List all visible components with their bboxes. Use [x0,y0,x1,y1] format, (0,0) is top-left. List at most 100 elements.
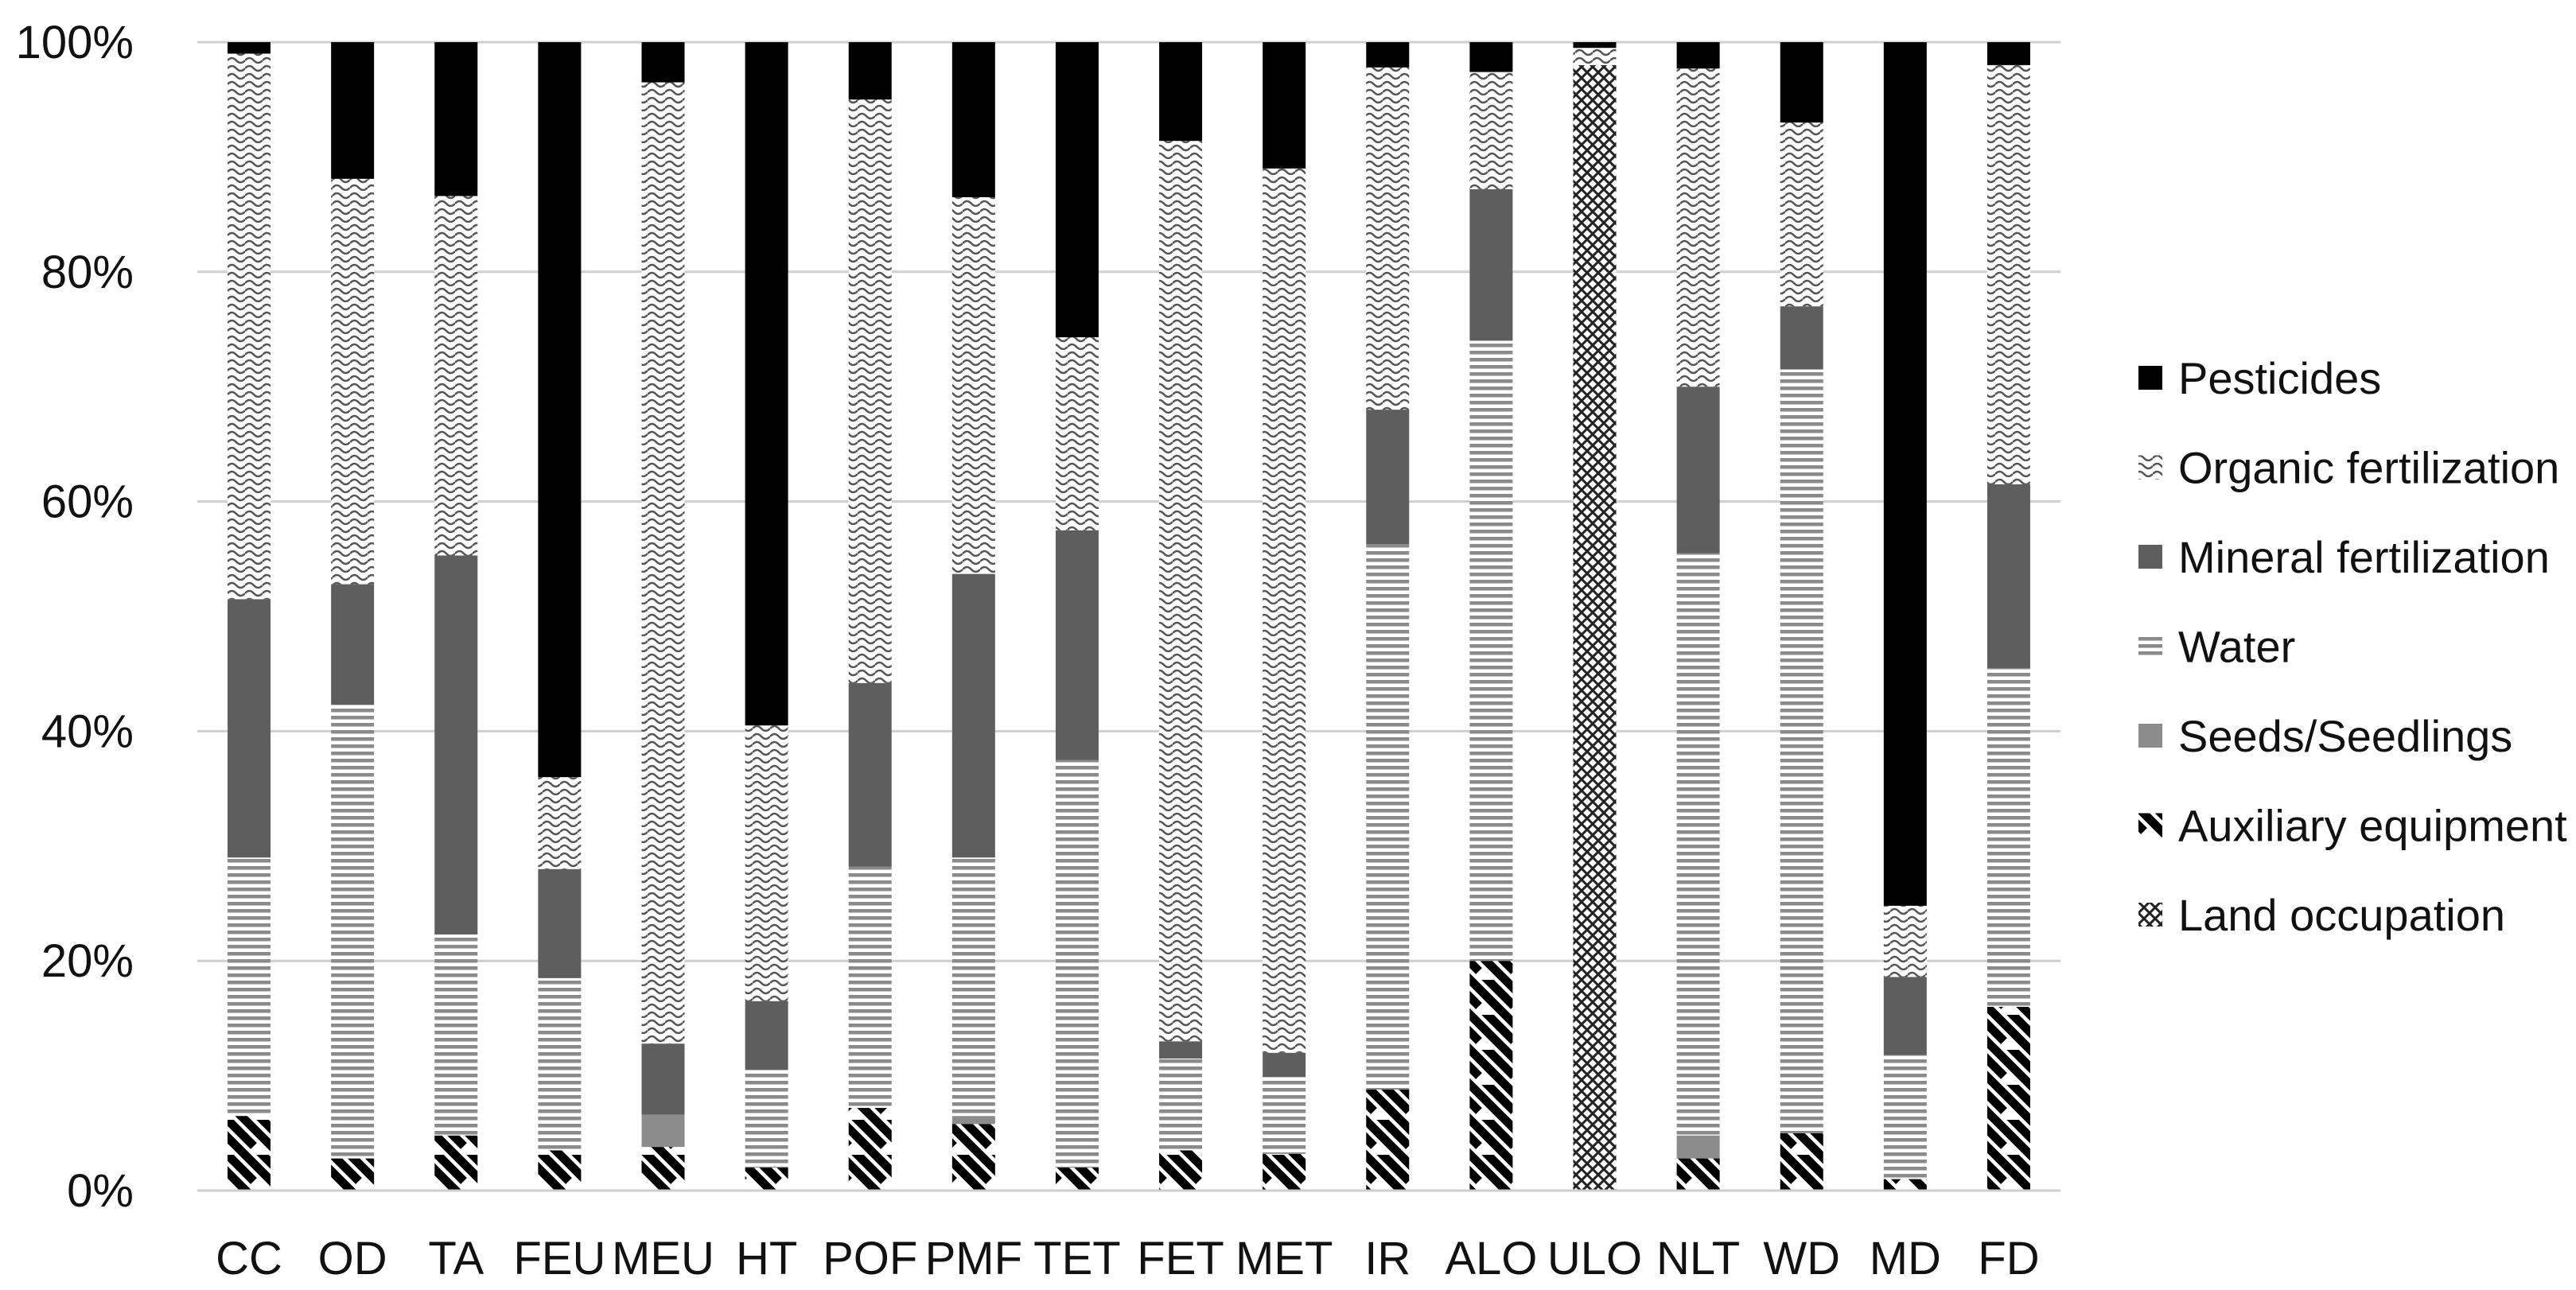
bar-stack-md [1883,42,1927,1191]
bar-segment-pesticides [538,42,582,778]
bar-segment-water [848,866,892,1109]
y-tick-label: 40% [41,705,134,757]
legend-swatch [2138,634,2162,659]
x-tick-label: WD [1763,1233,1840,1284]
bar-segment-mineral-fertilization [1055,530,1099,760]
x-tick-label: TET [1033,1233,1121,1284]
bar-stack-fd [1986,42,2030,1191]
x-tick-label: FET [1137,1233,1224,1284]
bar-segment-auxiliary-equipment [434,1135,478,1191]
legend-item-auxiliary-equipment: Auxiliary equipment [2138,801,2567,851]
bar-segment-auxiliary-equipment [1055,1168,1099,1191]
legend-swatch [2138,366,2162,390]
bar-segment-auxiliary-equipment [1159,1150,1203,1191]
bar-segment-mineral-fertilization [331,584,375,705]
x-tick-label: PMF [925,1233,1022,1284]
x-tick-label: ALO [1445,1233,1537,1284]
bar-segment-water [1263,1077,1306,1154]
bar-segment-pesticides [1469,42,1513,72]
bar-segment-organic-fertilization [951,196,995,574]
legend-label: Seeds/Seedlings [2178,711,2512,761]
bar-stack-feu [538,42,582,1191]
bar-stack-fet [1159,42,1203,1191]
bar-segment-auxiliary-equipment [538,1150,582,1191]
bar-segment-pesticides [434,42,478,196]
bar-segment-water [1986,667,2030,1007]
bar-segment-water [1469,340,1513,962]
bar-segment-auxiliary-equipment [641,1147,685,1191]
bar-segment-mineral-fertilization [1780,306,1823,370]
legend-item-water: Water [2138,622,2295,672]
bar-segment-organic-fertilization [228,53,271,600]
bar-segment-organic-fertilization [538,777,582,869]
bar-segment-organic-fertilization [1366,67,1410,410]
bar-stack-ir [1366,42,1410,1191]
bar-segment-organic-fertilization [1676,68,1720,387]
legend: Pesticides Organic fertilization Mineral f… [2138,353,2567,940]
x-tick-label: MEU [612,1233,714,1284]
x-tick-label: OD [318,1233,387,1284]
bar-segment-pesticides [1676,42,1720,69]
bar-segment-pesticides [1159,42,1203,142]
bar-segment-mineral-fertilization [1986,484,2030,668]
bar-segment-pesticides [1366,42,1410,68]
bar-segment-mineral-fertilization [641,1043,685,1115]
bar-segment-pesticides [951,42,995,197]
x-tick-label: MET [1235,1233,1333,1284]
x-tick-label: TA [428,1233,484,1284]
bar-segment-organic-fertilization [1263,168,1306,1053]
legend-item-pesticides: Pesticides [2138,353,2381,403]
bar-segment-mineral-fertilization [1676,387,1720,554]
bar-stack-alo [1469,42,1513,1191]
bar-segment-organic-fertilization [434,196,478,556]
y-tick-label: 0% [67,1165,134,1217]
bar-segment-water [228,857,271,1117]
bar-segment-mineral-fertilization [1366,410,1410,545]
bar-stack-wd [1780,42,1823,1191]
bar-segment-pesticides [228,42,271,54]
bar-segment-organic-fertilization [331,178,375,585]
bar-stack-od [331,42,375,1191]
y-tick-label: 100% [16,17,134,68]
bar-segment-water [1780,369,1823,1133]
bar-segment-auxiliary-equipment [848,1108,892,1191]
bar-segment-water [1883,1055,1927,1179]
legend-label: Water [2178,622,2295,672]
legend-label: Mineral fertilization [2178,532,2550,582]
x-tick-label: MD [1870,1233,1941,1284]
bar-segment-mineral-fertilization [1263,1052,1306,1078]
x-tick-label: CC [216,1233,282,1284]
bar-segment-auxiliary-equipment [1366,1089,1410,1191]
bar-segment-organic-fertilization [1883,905,1927,977]
legend-label: Land occupation [2178,890,2505,940]
legend-label: Pesticides [2178,353,2381,403]
bar-stack-pof [848,42,892,1191]
bar-segment-auxiliary-equipment [1986,1006,2030,1191]
bar-segment-organic-fertilization [1469,72,1513,189]
bar-segment-auxiliary-equipment [745,1168,788,1191]
bar-segment-mineral-fertilization [1469,188,1513,341]
x-tick-label: HT [736,1233,797,1284]
bar-stack-nlt [1676,42,1720,1191]
bar-segment-pesticides [1263,42,1306,169]
bar-segment-water [331,705,375,1159]
bar-segment-mineral-fertilization [228,599,271,858]
bar-stack-tet [1055,42,1099,1191]
bar-segment-water [434,934,478,1136]
bar-segment-pesticides [331,42,375,179]
bar-stack-pmf [951,42,995,1191]
x-axis: CC OD TA FEU MEU HT POF PMF TET FET MET IR ALO ULO NLT… [197,1189,2060,1284]
legend-item-organic-fertilization: Organic fertilization [2138,443,2559,493]
bar-segment-seeds-seedlings [951,1116,995,1125]
bar-segment-land-occupation [1573,64,1617,1191]
bar-stack-ta [434,42,478,1191]
bar-segment-seeds-seedlings [641,1114,685,1148]
bar-segment-auxiliary-equipment [1469,961,1513,1191]
bar-segment-seeds-seedlings [1676,1135,1720,1159]
bar-segment-pesticides [1986,42,2030,65]
legend-item-mineral-fertilization: Mineral fertilization [2138,532,2550,582]
bar-segment-organic-fertilization [1055,337,1099,530]
y-axis: 0% 20% 40% 60% 80% 100% [16,17,134,1217]
bar-segment-auxiliary-equipment [1263,1153,1306,1191]
